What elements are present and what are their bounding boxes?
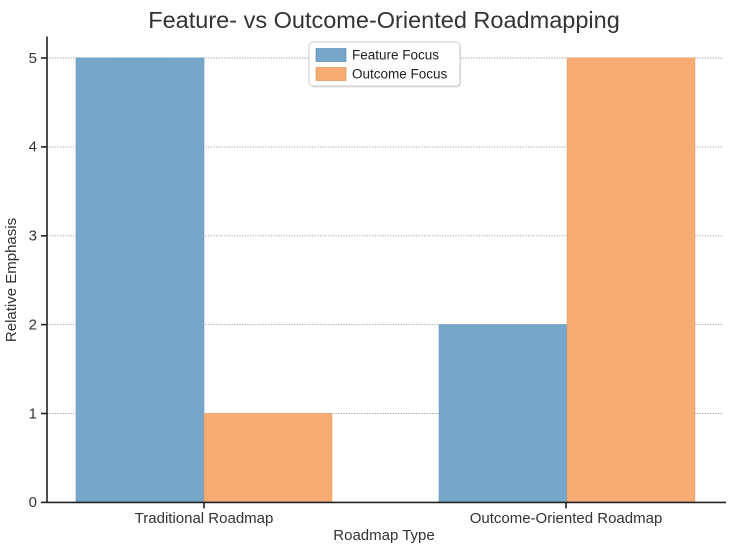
svg-text:Feature- vs Outcome-Oriented R: Feature- vs Outcome-Oriented Roadmapping: [148, 7, 620, 33]
svg-text:0: 0: [29, 494, 37, 511]
svg-text:1: 1: [29, 405, 37, 422]
svg-text:2: 2: [29, 316, 37, 333]
svg-text:5: 5: [29, 50, 37, 67]
svg-text:Outcome Focus: Outcome Focus: [352, 67, 448, 82]
svg-text:Outcome-Oriented Roadmap: Outcome-Oriented Roadmap: [470, 510, 663, 527]
svg-text:Roadmap Type: Roadmap Type: [333, 527, 434, 544]
svg-text:Relative Emphasis: Relative Emphasis: [3, 218, 20, 342]
svg-text:3: 3: [29, 228, 37, 245]
svg-text:Traditional Roadmap: Traditional Roadmap: [135, 510, 274, 527]
svg-text:4: 4: [29, 139, 37, 156]
svg-text:Feature Focus: Feature Focus: [352, 48, 439, 63]
